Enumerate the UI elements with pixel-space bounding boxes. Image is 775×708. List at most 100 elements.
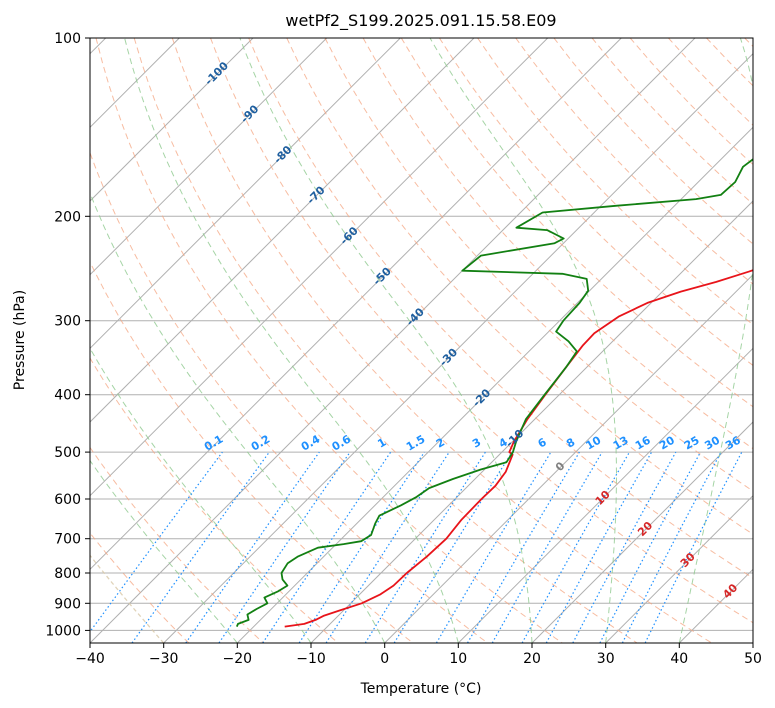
dry-adiabat-line <box>90 151 488 643</box>
dry-adiabat-line <box>668 38 753 126</box>
y-axis: 100 200 300 400 500 600 700 800 900 1000 <box>45 31 90 639</box>
dry-adiabat-line <box>90 446 264 643</box>
mixing-ratio-label: 1.5 <box>404 433 427 454</box>
chart-title: wetPf2_S199.2025.091.15.58.E09 <box>285 11 556 31</box>
isotherm-line <box>531 421 753 643</box>
x-tick-label: 10 <box>449 651 467 667</box>
mixing-ratio-label: 13 <box>611 434 631 453</box>
isotherm-line <box>163 52 753 643</box>
mixing-ratio-line <box>435 451 552 643</box>
isotherm-line <box>384 273 753 643</box>
dry-adiabat-line <box>95 38 563 643</box>
mixing-ratio-line <box>521 451 631 643</box>
mixing-ratio-label: 8 <box>564 436 577 451</box>
y-tick-label: 500 <box>54 445 81 461</box>
mixing-ratio-line <box>131 451 270 643</box>
isotherm-line <box>90 38 696 643</box>
mixing-ratio-label: 36 <box>723 433 743 452</box>
dry-adiabat-line <box>591 38 753 205</box>
moist-adiabat-line <box>90 191 386 643</box>
moist-adiabat-line <box>239 38 533 643</box>
mixing-ratio-label: 30 <box>702 433 722 452</box>
x-tick-label: 0 <box>380 651 389 667</box>
dry-adiabat-line <box>744 38 753 48</box>
mixing-ratio-line <box>218 451 351 643</box>
mixing-ratio-line <box>262 451 392 643</box>
mixing-ratio-line <box>572 451 677 643</box>
mixing-ratio-label: 20 <box>657 433 677 452</box>
isotherm-line <box>310 200 753 643</box>
mixing-ratio-label: 25 <box>682 434 702 453</box>
y-tick-label: 1000 <box>45 623 81 639</box>
dry-adiabat-line <box>477 38 753 326</box>
mixing-ratio-label: 2 <box>434 436 447 451</box>
mixing-ratio-label: 0.6 <box>330 432 354 453</box>
y-tick-label: 900 <box>54 596 81 612</box>
mixing-ratio-label: 6 <box>536 435 549 450</box>
dry-adiabat-line <box>324 38 753 492</box>
dry-adiabat-line <box>210 38 753 624</box>
dry-adiabat-line <box>171 38 712 643</box>
y-tick-label: 100 <box>54 31 81 47</box>
isotherm-line <box>90 38 328 276</box>
dry-adiabat-line <box>286 38 753 535</box>
x-axis-label: Temperature (°C) <box>360 681 482 697</box>
moist-adiabat-line <box>90 459 238 643</box>
plot-frame <box>89 37 754 644</box>
mixing-ratio-line <box>325 451 450 643</box>
isotherm-line <box>457 347 753 643</box>
x-tick-label: −20 <box>223 651 253 667</box>
isotherm-line <box>90 38 401 350</box>
isotherm-line <box>678 568 753 643</box>
dry-adiabat-line <box>90 532 190 643</box>
dewpoint-line <box>235 158 753 627</box>
moist-adiabat-line <box>429 38 617 643</box>
isotherm-line <box>752 642 753 643</box>
line-labels: 0.1 0.2 0.4 0.6 1 1.5 2 3 4 6 8 10 13 16 20 25 30 36-100-… <box>202 59 743 601</box>
mixing-ratio-line <box>90 451 223 633</box>
mixing-ratio-line <box>644 451 743 643</box>
x-tick-label: 40 <box>670 651 688 667</box>
isotherm-line <box>90 38 549 497</box>
isotherm-line <box>90 38 622 571</box>
dry-adiabat-line <box>248 38 753 579</box>
isotherm-line <box>90 38 254 202</box>
isotherm-line <box>605 494 753 643</box>
y-tick-label: 400 <box>54 388 81 404</box>
mixing-ratio-label: 0.1 <box>202 433 225 454</box>
x-axis: −40 −30 −20 −10 0 10 20 30 40 50 <box>75 643 762 667</box>
isotherm-line <box>90 38 475 423</box>
x-tick-label: −40 <box>75 651 105 667</box>
moist-adiabat-line <box>124 38 459 643</box>
y-tick-label: 600 <box>54 492 81 508</box>
mixing-ratio-label: 10 <box>583 433 603 452</box>
mixing-ratio-line <box>364 451 486 643</box>
profile-lines <box>235 158 753 628</box>
mixing-ratio-line <box>545 451 653 643</box>
x-tick-label: 50 <box>744 651 762 667</box>
dry-adiabat-line <box>438 38 753 367</box>
moist-adiabat-line <box>90 347 312 643</box>
y-tick-label: 200 <box>54 209 81 225</box>
y-tick-label: 700 <box>54 532 81 548</box>
background-lines <box>90 38 753 643</box>
mixing-ratio-line <box>185 451 320 643</box>
moist-adiabat-line <box>678 38 753 643</box>
mixing-ratio-label: 0.2 <box>249 433 272 454</box>
x-tick-label: −10 <box>296 651 326 667</box>
dry-adiabat-line <box>133 38 638 643</box>
y-tick-label: 800 <box>54 566 81 582</box>
mixing-ratio-line <box>466 451 580 643</box>
x-tick-label: −30 <box>149 651 179 667</box>
y-axis-label: Pressure (hPa) <box>12 290 28 390</box>
isotherm-line <box>236 126 753 643</box>
dry-adiabat-line <box>90 260 414 643</box>
mixing-ratio-label: 3 <box>470 436 483 451</box>
x-tick-label: 30 <box>597 651 615 667</box>
y-tick-label: 300 <box>54 314 81 330</box>
mixing-ratio-label: 16 <box>633 433 653 452</box>
x-tick-label: 20 <box>523 651 541 667</box>
dry-adiabat-line <box>90 357 339 643</box>
mixing-ratio-line <box>599 451 702 643</box>
